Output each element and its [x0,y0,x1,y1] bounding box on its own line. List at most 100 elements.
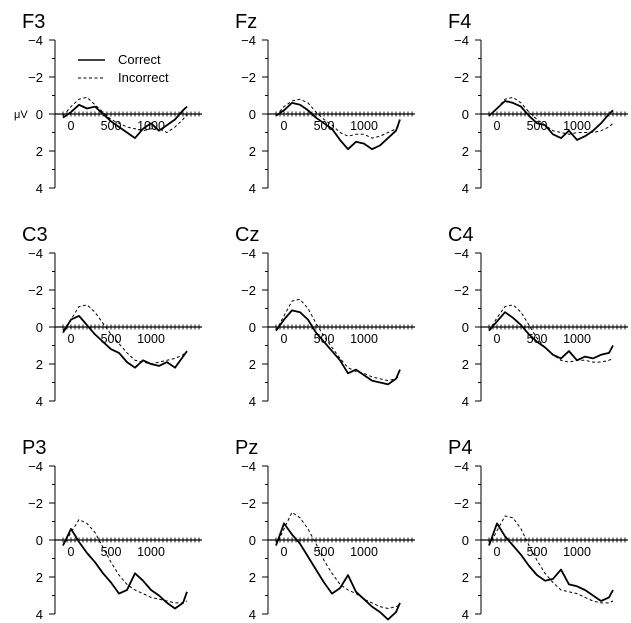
panel-title: Pz [235,437,258,459]
y-tick-label: 2 [462,357,469,372]
y-tick-label: −4 [28,459,43,474]
series-line-correct [488,522,614,602]
y-tick-label: 4 [249,394,256,409]
x-tick-label: 500 [314,119,335,133]
series-line-incorrect [488,304,614,363]
x-tick-label: 500 [314,545,335,559]
x-tick-label: 500 [527,332,548,346]
y-tick-label: −2 [454,283,469,298]
y-tick-label: 0 [462,533,469,548]
y-tick-label: −2 [241,496,256,511]
y-tick-label: −4 [241,459,256,474]
panel-title: C4 [448,224,474,246]
panel-title: P4 [448,437,472,459]
legend: Correct Incorrect [78,52,169,85]
x-tick-label: 0 [494,332,501,346]
x-tick-label: 0 [281,545,288,559]
y-tick-label: −2 [28,496,43,511]
series-line-incorrect [275,511,401,609]
y-tick-label: −4 [28,246,43,261]
y-tick-label: 2 [36,357,43,372]
y-tick-label: 4 [462,394,469,409]
y-tick-label: −4 [454,33,469,48]
y-tick-label: 0 [36,107,43,122]
y-tick-label: −4 [454,246,469,261]
series-line-correct [62,528,188,610]
panel-c3: C3−4 −2 0 2 4 0 500 1000 [22,224,202,409]
legend-label-incorrect: Incorrect [118,70,169,85]
y-tick-label: 0 [249,107,256,122]
series-line-correct [275,522,401,621]
x-tick-label: 1000 [563,545,591,559]
y-tick-label: 0 [36,320,43,335]
y-tick-label: −4 [28,33,43,48]
x-tick-label: 1000 [137,545,165,559]
x-tick-label: 1000 [137,332,165,346]
x-tick-label: 1000 [563,332,591,346]
y-tick-label: −4 [454,459,469,474]
panel-p3: P3−4 −2 0 2 4 0 500 1000 [22,437,202,622]
x-tick-label: 0 [281,332,288,346]
y-tick-label: 4 [462,607,469,622]
y-tick-label: −4 [241,33,256,48]
x-tick-label: 0 [494,119,501,133]
y-tick-label: 2 [462,570,469,585]
panel-title: P3 [22,437,46,459]
y-tick-label: 4 [249,607,256,622]
x-tick-label: 1000 [350,545,378,559]
y-tick-label: 2 [249,357,256,372]
y-tick-label: 4 [36,181,43,196]
series-line-correct [275,309,401,386]
series-line-correct [62,103,188,140]
y-tick-label: −2 [241,70,256,85]
series-line-correct [62,314,188,369]
y-tick-label: 0 [462,320,469,335]
legend-label-correct: Correct [118,52,161,67]
x-tick-label: 500 [101,332,122,346]
y-tick-label: −2 [28,70,43,85]
panel-pz: Pz−4 −2 0 2 4 0 500 1000 [235,437,415,622]
x-tick-label: 0 [68,545,75,559]
x-tick-label: 500 [527,545,548,559]
series-line-correct [488,100,614,141]
y-tick-label: 0 [462,107,469,122]
panel-p4: P4−4 −2 0 2 4 0 500 1000 [448,437,628,622]
y-tick-label: 2 [462,144,469,159]
x-tick-label: 0 [68,332,75,346]
panel-title: C3 [22,224,48,246]
x-tick-label: 0 [281,119,288,133]
x-tick-label: 1000 [350,332,378,346]
series-line-incorrect [275,98,401,139]
y-tick-label: −2 [28,283,43,298]
y-tick-label: 0 [249,533,256,548]
x-tick-label: 0 [494,545,501,559]
y-tick-label: 4 [249,181,256,196]
panel-c4: C4−4 −2 0 2 4 0 500 1000 [448,224,628,409]
y-tick-label: 4 [36,607,43,622]
unit-label: μV [14,109,28,121]
y-tick-label: −2 [241,283,256,298]
y-tick-label: −2 [454,496,469,511]
y-tick-label: 4 [462,181,469,196]
series-line-incorrect [62,519,188,604]
panel-title: Fz [235,11,257,33]
y-tick-label: 0 [36,533,43,548]
series-line-incorrect [62,96,188,133]
panel-title: F3 [22,11,45,33]
series-line-incorrect [488,96,614,135]
y-tick-label: 2 [36,570,43,585]
panel-f4: F4−4 −2 0 2 4 0 500 1000 [448,11,628,196]
x-tick-label: 500 [527,119,548,133]
panel-title: F4 [448,11,471,33]
y-tick-label: 2 [249,144,256,159]
x-tick-label: 0 [68,119,75,133]
series-line-correct [275,102,401,151]
panel-fz: Fz−4 −2 0 2 4 0 500 1000 [235,11,415,196]
x-tick-label: 1000 [563,119,591,133]
x-tick-label: 500 [101,119,122,133]
y-tick-label: −2 [454,70,469,85]
x-tick-label: 1000 [350,119,378,133]
